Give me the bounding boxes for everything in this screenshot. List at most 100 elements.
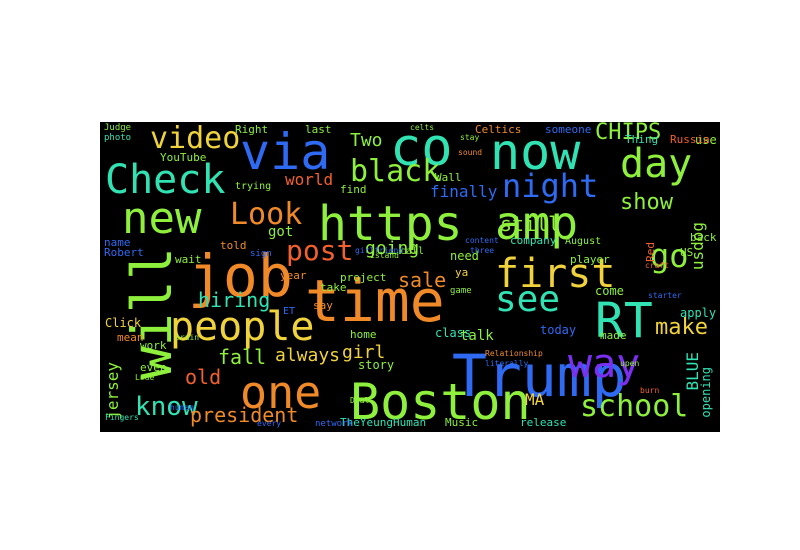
word-right: Right <box>235 123 269 136</box>
word-ya: ya <box>455 266 469 279</box>
word-click: Click <box>105 316 142 330</box>
word-name: name <box>104 236 131 249</box>
word-class: class <box>435 326 472 340</box>
word-game: game <box>450 286 472 296</box>
word-theyeunghuman: TheYeungHuman <box>340 416 427 429</box>
word-even: even <box>140 361 167 374</box>
word-talk: talk <box>460 328 494 344</box>
word-find: find <box>340 183 367 196</box>
word-today: today <box>540 323 577 337</box>
word-russia: Russia <box>670 133 710 146</box>
word-celtics: Celtics <box>475 123 522 136</box>
word-people: people <box>170 304 315 350</box>
word-content: content <box>465 236 499 245</box>
word-day: day <box>620 141 693 187</box>
word-literally: literally <box>485 359 529 368</box>
word-player: player <box>570 253 610 266</box>
word-sale: sale <box>398 268 447 292</box>
word-way: way <box>568 341 641 387</box>
word-upen: upen <box>620 359 640 368</box>
word-girlfriend: girlfriend <box>355 246 404 255</box>
word-know: know <box>135 392 198 422</box>
word-company: company <box>510 234 557 247</box>
word-music: Music <box>445 416 479 429</box>
word-apply: apply <box>680 306 717 320</box>
word-now: now <box>490 123 581 181</box>
word-got: got <box>268 224 294 240</box>
word-judge: Judge <box>104 123 132 133</box>
word-one: one <box>240 366 322 419</box>
word-need: need <box>450 249 479 263</box>
word-told: told <box>220 239 247 252</box>
word-new: new <box>122 193 202 244</box>
word-mean: mean <box>117 331 144 344</box>
word-post: post <box>286 234 354 267</box>
word-still: still <box>500 212 561 236</box>
word-black: black <box>350 154 441 189</box>
word-say: say <box>313 299 333 312</box>
word-via: via <box>240 123 331 181</box>
word-sound: sound <box>458 148 483 157</box>
word-made: made <box>600 329 627 342</box>
word-video: video <box>150 122 241 156</box>
word-three: three <box>470 246 495 255</box>
word-et: ET <box>283 306 296 317</box>
word-wall: Wall <box>435 171 462 184</box>
word-year: year <box>280 269 307 282</box>
word-world: world <box>285 170 334 189</box>
word-going: going <box>365 238 420 259</box>
word-home: home <box>350 328 377 341</box>
word-trump: Trump <box>452 342 627 410</box>
word-night: night <box>502 167 599 205</box>
word-network: network <box>315 419 353 429</box>
word-two: Two <box>350 130 383 151</box>
word-time: time <box>305 267 445 335</box>
word-co: co <box>390 122 453 178</box>
word-fall: fall <box>218 345 267 369</box>
word-rt: RT <box>595 293 653 349</box>
word-cloud: Trump Boston time job https people new now co via… <box>100 122 720 432</box>
word-burn: burn <box>640 386 660 395</box>
word-every: every <box>257 419 282 428</box>
word-someone: someone <box>545 123 592 136</box>
word-story: story <box>358 358 395 372</box>
word-fingers: Fingers <box>105 413 139 422</box>
word-lode: Lode <box>135 373 155 382</box>
word-finally: finally <box>430 182 498 201</box>
word-release: release <box>520 416 567 429</box>
word-youtube: YouTube <box>160 151 207 164</box>
word-school: school <box>580 389 689 424</box>
word-starter: starter <box>648 291 682 300</box>
word-always: always <box>275 345 341 366</box>
word-chips: CHIPS <box>595 122 662 145</box>
word-amp: amp <box>495 196 579 250</box>
word-opening: opening <box>699 367 713 418</box>
word-stay: stay <box>460 133 480 142</box>
word-jersey: jersey <box>103 362 122 420</box>
word-make: make <box>655 315 708 340</box>
word-robert: Robert <box>104 246 144 259</box>
word-president: president <box>190 403 299 427</box>
word-august: August <box>565 236 602 247</box>
word-will: will <box>120 247 184 380</box>
word-craft: craft <box>645 261 670 270</box>
word-last: last <box>305 123 332 136</box>
word-human: human <box>170 403 195 412</box>
word-call: call <box>400 246 425 257</box>
word-brain: brain <box>175 333 200 342</box>
word-job: job <box>188 242 293 310</box>
word-hiring: hiring <box>198 288 271 312</box>
word-deal: Deal <box>350 396 370 405</box>
word-work: work <box>140 339 167 352</box>
word-go: go <box>650 237 689 275</box>
word-photo: photo <box>104 133 132 143</box>
word-take: take <box>320 281 347 294</box>
word-wait: wait <box>175 253 202 266</box>
word-celts: celts <box>410 123 435 132</box>
word-sign: sign <box>250 249 272 259</box>
word-red: Red <box>644 242 657 262</box>
word-us: US <box>680 246 694 259</box>
word-boston: Boston <box>350 373 531 431</box>
word-use: use <box>695 133 717 147</box>
word-first: first <box>495 251 616 297</box>
